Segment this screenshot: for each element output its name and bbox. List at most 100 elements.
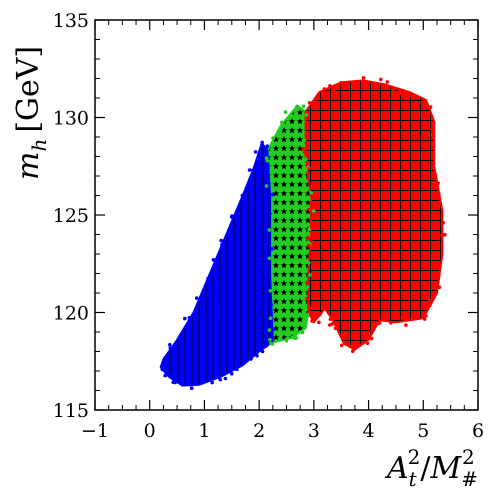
scatter-point xyxy=(397,316,401,320)
scatter-point xyxy=(424,314,428,318)
scatter-point xyxy=(304,307,308,312)
scatter-point xyxy=(264,184,269,188)
scatter-point xyxy=(255,353,259,358)
scatter-point xyxy=(433,282,438,287)
scatter-point xyxy=(283,110,288,114)
scatter-point xyxy=(369,336,374,341)
scatter-point xyxy=(268,337,272,342)
x-tick-label: 3 xyxy=(308,420,320,442)
scatter-point xyxy=(348,344,353,349)
scatter-point xyxy=(305,280,310,285)
scatter-point xyxy=(386,316,391,321)
scatter-point xyxy=(302,150,307,155)
scatter-point xyxy=(247,187,251,191)
y-tick-label: 120 xyxy=(53,303,89,325)
scatter-point xyxy=(328,317,333,322)
scatter-point xyxy=(301,143,306,147)
scatter-point xyxy=(306,171,310,175)
scatter-point xyxy=(210,380,214,385)
scatter-point xyxy=(365,341,370,346)
scatter-point xyxy=(247,168,252,172)
scatter-point xyxy=(269,341,273,346)
scatter-point xyxy=(230,214,234,218)
scatter-point xyxy=(312,102,317,106)
scatter-point xyxy=(389,321,393,325)
scatter-point xyxy=(303,317,308,321)
scatter-point xyxy=(303,313,308,318)
scatter-point xyxy=(229,229,234,234)
scatter-point xyxy=(271,192,275,197)
scatter-point xyxy=(404,323,408,327)
scatter-point xyxy=(304,113,309,117)
y-tick-labels: 115 120 125 130 135 xyxy=(53,10,89,422)
scatter-point xyxy=(385,80,390,84)
scatter-point xyxy=(168,346,173,350)
scatter-point xyxy=(163,373,167,378)
scatter-point xyxy=(308,310,313,315)
x-tick-label: 6 xyxy=(472,420,484,442)
scatter-point xyxy=(322,87,327,91)
scatter-point xyxy=(379,77,383,82)
scatter-point xyxy=(428,303,432,307)
x-tick-label: 0 xyxy=(144,420,156,442)
scatter-point xyxy=(306,176,311,181)
scatter-point xyxy=(317,320,321,325)
scatter-point xyxy=(265,159,270,163)
scatter-point xyxy=(194,296,199,300)
scatter-point xyxy=(351,349,355,354)
scatter-point xyxy=(270,247,274,251)
y-tick-label: 130 xyxy=(53,108,89,130)
scatter-point xyxy=(428,298,432,303)
scatter-point xyxy=(302,147,307,151)
scatter-point xyxy=(303,157,308,161)
scatter-point xyxy=(223,376,228,381)
scatter-point xyxy=(397,89,402,93)
scatter-point xyxy=(305,236,310,240)
scatter-point xyxy=(260,143,264,147)
scatter-point xyxy=(183,316,187,321)
scatter-point xyxy=(229,372,234,376)
scatter-point xyxy=(307,305,312,310)
scatter-point xyxy=(267,328,272,332)
scatter-point xyxy=(218,377,222,382)
scatter-point xyxy=(308,273,312,277)
scatter-point xyxy=(300,330,305,335)
scatter-point xyxy=(250,352,254,357)
scatter-point xyxy=(280,120,284,125)
scatter-point xyxy=(422,317,427,321)
scatter-point xyxy=(264,156,269,160)
scatter-point xyxy=(187,316,192,320)
scatter-point xyxy=(240,193,245,198)
scatter-point xyxy=(171,375,175,380)
scatter-point xyxy=(269,302,273,307)
scatter-point xyxy=(437,192,441,196)
y-axis-label: mh[GeV] xyxy=(11,46,51,180)
scatter-point xyxy=(309,254,314,259)
scatter-point xyxy=(182,379,186,383)
scatter-point xyxy=(306,243,311,248)
scatter-point xyxy=(305,296,309,301)
scatter-point xyxy=(307,101,312,105)
scatter-point xyxy=(200,380,205,385)
scatter-point xyxy=(423,99,427,103)
scatter-point xyxy=(370,328,374,333)
x-axis-label: At2/M#2 xyxy=(384,445,478,491)
scatter-point xyxy=(269,311,274,316)
scatter-point xyxy=(163,357,167,361)
scatter-point xyxy=(308,166,312,171)
scatter-point xyxy=(307,197,311,201)
scatter-point xyxy=(271,213,275,217)
scatter-point xyxy=(272,327,276,332)
scatter-point xyxy=(268,289,273,293)
scatter-point xyxy=(340,81,344,85)
scatter-point xyxy=(424,104,428,108)
scatter-point xyxy=(441,220,446,225)
scatter-point xyxy=(303,168,308,172)
scatter-point xyxy=(310,319,314,323)
scatter-point xyxy=(267,256,272,261)
scatter-point xyxy=(340,84,344,89)
scatter-point xyxy=(428,105,433,109)
scatter-point xyxy=(351,345,356,349)
scatter-point xyxy=(391,89,396,93)
